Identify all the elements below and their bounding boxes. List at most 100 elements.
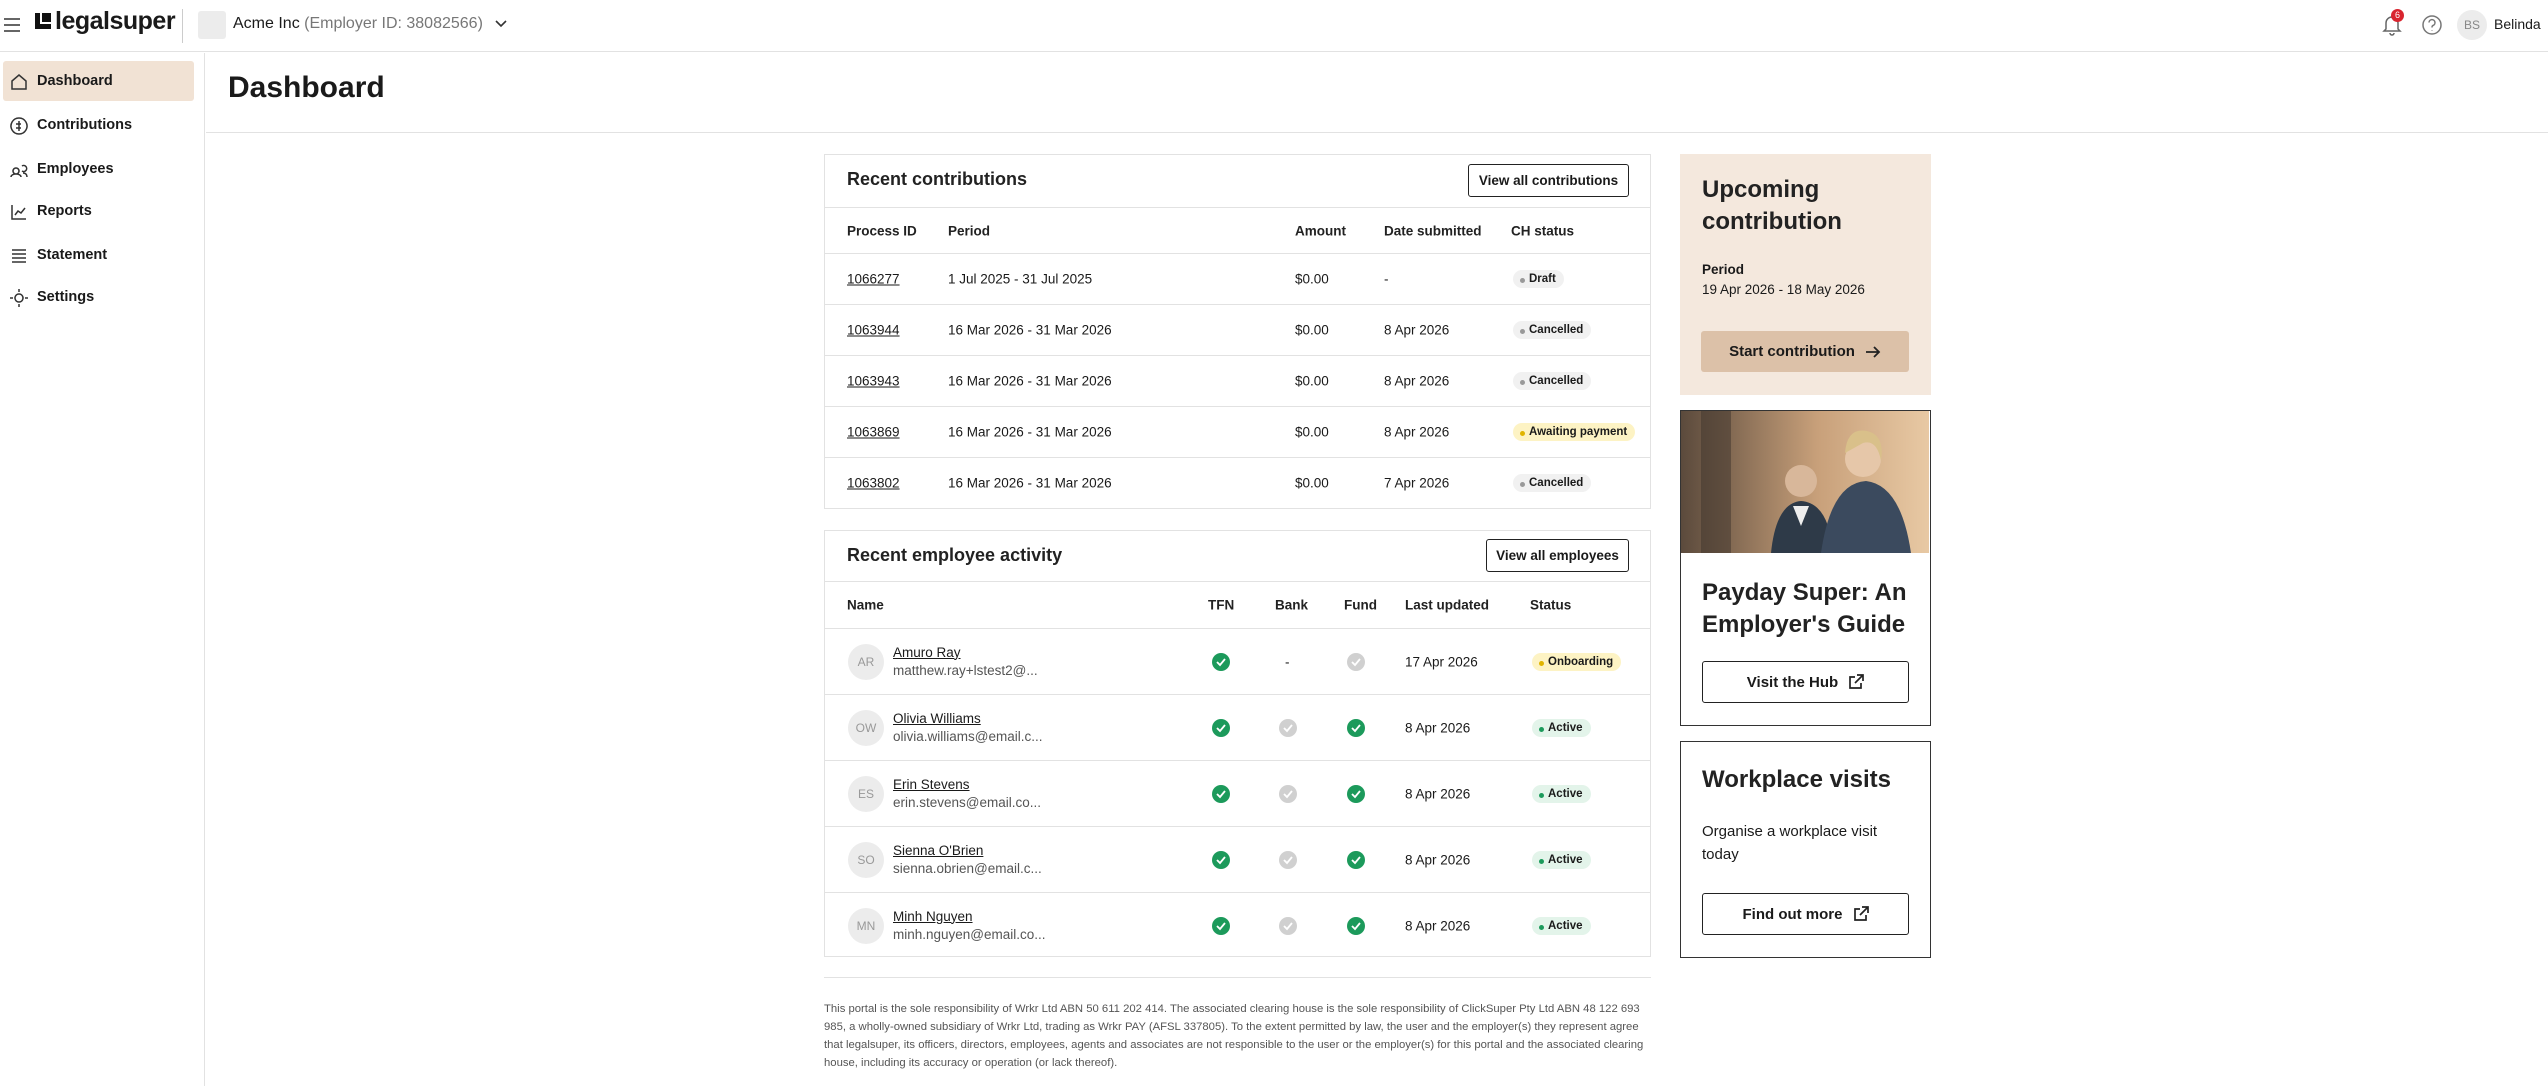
nav-item[interactable]: Contributions: [3, 105, 194, 145]
nav-icon: [12, 249, 26, 263]
process-id[interactable]: 1063943: [847, 373, 900, 389]
status-label: Active: [1548, 721, 1583, 734]
status-badge: Cancelled: [1513, 474, 1592, 492]
employer-name: Acme Inc: [233, 15, 300, 32]
nav-icon: [10, 289, 28, 307]
check-icon: [1212, 718, 1230, 737]
amount: $0.00: [1295, 373, 1329, 389]
nav-item[interactable]: Statement: [3, 235, 194, 275]
table-row: 1063944 16 Mar 2026 - 31 Mar 2026 $0.00 8 A…: [825, 304, 1650, 355]
employee: Olivia Williams olivia.williams@email.c..…: [893, 710, 1042, 746]
status-badge: Active: [1532, 850, 1591, 869]
employee-email: erin.stevens@email.co...: [893, 794, 1042, 810]
nav-item[interactable]: Employees: [3, 149, 194, 189]
check-icon: [1212, 916, 1230, 935]
nav-label: Contributions: [37, 117, 133, 133]
brand[interactable]: legalsuper: [55, 7, 176, 35]
last-updated: 8 Apr 2026: [1405, 786, 1471, 801]
column-header: Date submitted: [1384, 223, 1482, 238]
nav-item[interactable]: Dashboard: [3, 61, 194, 101]
employer-id: (Employer ID: 38082566): [304, 15, 483, 32]
check-icon: [1212, 784, 1230, 803]
nav-label: Settings: [37, 289, 95, 305]
table-row: SO Sienna O'Brien sienna.obrien@email.c...…: [825, 826, 1650, 892]
check-icon: [1279, 916, 1297, 935]
employer-switcher[interactable]: Acme Inc (Employer ID: 38082566): [233, 15, 507, 33]
avatar: OW: [848, 709, 884, 746]
employee: Minh Nguyen minh.nguyen@email.co...: [893, 908, 1046, 944]
period: 16 Mar 2026 - 31 Mar 2026: [948, 424, 1112, 440]
employee-name[interactable]: Olivia Williams: [893, 710, 981, 726]
status-badge: Active: [1532, 784, 1591, 803]
process-id[interactable]: 1063802: [847, 475, 900, 491]
check-icon: [1279, 850, 1297, 869]
table-header: Name TFN Bank Fund Last updated Status: [825, 581, 1650, 628]
period: 16 Mar 2026 - 31 Mar 2026: [948, 322, 1112, 338]
start-button[interactable]: Start contribution: [1701, 331, 1909, 372]
check: [1347, 850, 1365, 869]
view-all-button[interactable]: View all contributions: [1468, 164, 1629, 197]
amount: $0.00: [1295, 271, 1329, 287]
menu-icon[interactable]: [4, 18, 20, 32]
button-label: Visit the Hub: [1746, 673, 1839, 691]
check: [1347, 652, 1365, 671]
contributions-card: Recent contributions View all contributi…: [824, 154, 1651, 509]
logo-mark: [35, 13, 51, 29]
date-submitted: 8 Apr 2026: [1384, 424, 1450, 440]
status-label: Awaiting payment: [1529, 426, 1628, 438]
check-value: -: [1285, 654, 1290, 669]
status-label: Cancelled: [1529, 375, 1584, 387]
check: [1347, 784, 1365, 803]
column-header: Amount: [1295, 223, 1346, 238]
find-out-button[interactable]: Find out more: [1702, 893, 1909, 935]
status-badge: Cancelled: [1513, 321, 1592, 339]
employee-name[interactable]: Erin Stevens: [893, 776, 970, 792]
avatar: SO: [848, 841, 884, 878]
status-label: Cancelled: [1529, 324, 1584, 336]
amount: $0.00: [1295, 424, 1329, 440]
check: [1347, 718, 1365, 737]
nav-item[interactable]: Reports: [3, 191, 194, 231]
last-updated: 8 Apr 2026: [1405, 918, 1471, 933]
status-badge: Draft: [1513, 270, 1564, 288]
status-label: Cancelled: [1529, 477, 1584, 489]
user-name[interactable]: Belinda: [2494, 16, 2541, 32]
process-id[interactable]: 1066277: [847, 271, 900, 287]
chevron: [495, 20, 507, 28]
employer-icon: [198, 11, 226, 39]
table-row: ES Erin Stevens erin.stevens@email.co... 8 …: [825, 760, 1650, 826]
period: 1 Jul 2025 - 31 Jul 2025: [948, 271, 1093, 287]
column-header: CH status: [1511, 223, 1575, 238]
employee-name[interactable]: Minh Nguyen: [893, 908, 973, 924]
process-id[interactable]: 1063944: [847, 322, 900, 338]
employee-name[interactable]: Amuro Ray: [893, 644, 961, 660]
status-badge: Active: [1532, 718, 1591, 737]
check: [1212, 916, 1230, 935]
date-submitted: 7 Apr 2026: [1384, 475, 1450, 491]
page-header: Dashboard: [206, 53, 2548, 133]
status-dot: [1520, 482, 1525, 487]
avatar: AR: [848, 643, 884, 680]
check-icon: [1347, 850, 1365, 869]
table-row: MN Minh Nguyen minh.nguyen@email.co... 8 Ap…: [825, 892, 1650, 958]
view-all-button[interactable]: View all employees: [1486, 539, 1629, 572]
notification-count: 6: [2391, 9, 2404, 22]
card-title: Workplace visits: [1702, 766, 1891, 793]
table-row: 1066277 1 Jul 2025 - 31 Jul 2025 $0.00 - Dra…: [825, 253, 1650, 304]
column-header: Fund: [1344, 597, 1377, 613]
user-avatar[interactable]: BS: [2457, 10, 2487, 40]
card-title: Recent employee activity: [847, 545, 1063, 565]
employee-name[interactable]: Sienna O'Brien: [893, 842, 984, 858]
photo: [1681, 411, 1929, 553]
table-row: 1063869 16 Mar 2026 - 31 Mar 2026 $0.00 8 A…: [825, 406, 1650, 457]
nav-item[interactable]: Settings: [3, 277, 194, 317]
process-id[interactable]: 1063869: [847, 424, 900, 440]
check-icon: [1212, 850, 1230, 869]
table-row: 1063943 16 Mar 2026 - 31 Mar 2026 $0.00 8 A…: [825, 355, 1650, 406]
check: [1279, 784, 1297, 803]
help-icon[interactable]: [2421, 14, 2443, 36]
hub-button[interactable]: Visit the Hub: [1702, 661, 1909, 703]
employee-email: minh.nguyen@email.co...: [893, 926, 1046, 942]
check-icon: [1347, 652, 1365, 671]
